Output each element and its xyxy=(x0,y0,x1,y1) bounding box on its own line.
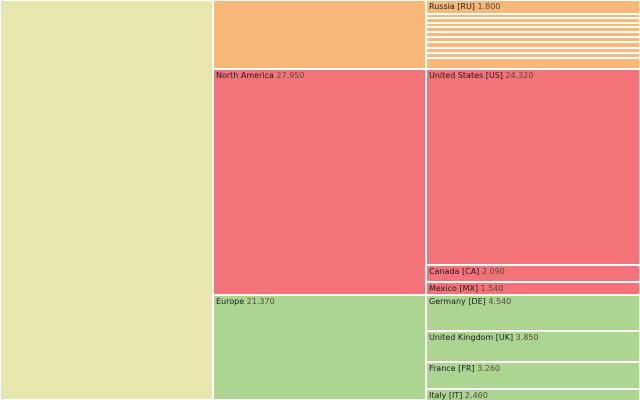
leaf-label-north-america-1-value: 2.090 xyxy=(479,267,504,276)
leaf-cell-top-4[interactable] xyxy=(426,27,640,32)
leaf-label-europe-1: United Kingdom [UK] 3.850 xyxy=(429,333,539,342)
leaf-label-north-america-0-name: United States [US] xyxy=(429,71,503,80)
group-cell-top[interactable] xyxy=(213,0,426,69)
leaf-label-north-america-2-name: Mexico [MX] xyxy=(429,284,478,293)
leaf-cell-north-america-0[interactable] xyxy=(426,69,640,265)
leaf-cell-top-7[interactable] xyxy=(426,42,640,48)
group-label-north-america-value: 27.950 xyxy=(274,71,305,80)
group-cell-north-america[interactable] xyxy=(213,69,426,295)
leaf-label-north-america-1-name: Canada [CA] xyxy=(429,267,479,276)
leaf-cell-top-8[interactable] xyxy=(426,48,640,53)
leaf-label-europe-2: France [FR] 3.260 xyxy=(429,364,500,373)
leaf-label-europe-2-name: France [FR] xyxy=(429,364,475,373)
leaf-label-top-0-name: Russia [RU] xyxy=(429,2,475,11)
leaf-label-europe-1-name: United Kingdom [UK] xyxy=(429,333,513,342)
leaf-cell-top-5[interactable] xyxy=(426,32,640,37)
leaf-label-europe-3-value: 2.460 xyxy=(462,391,487,400)
leaf-label-top-0: Russia [RU] 1.800 xyxy=(429,2,500,11)
leaf-label-europe-0-value: 4.540 xyxy=(486,297,511,306)
leaf-cell-top-2[interactable] xyxy=(426,18,640,23)
leaf-label-north-america-1: Canada [CA] 2.090 xyxy=(429,267,505,276)
group-label-europe-name: Europe xyxy=(216,297,244,306)
group-label-north-america-name: North America xyxy=(216,71,274,80)
leaf-label-europe-3-name: Italy [IT] xyxy=(429,391,462,400)
leaf-cell-top-1[interactable] xyxy=(426,14,640,18)
leaf-cell-top-10[interactable] xyxy=(426,58,640,69)
leaf-label-europe-1-value: 3.850 xyxy=(513,333,538,342)
group-label-north-america: North America 27.950 xyxy=(216,71,304,80)
leaf-label-north-america-2: Mexico [MX] 1.540 xyxy=(429,284,504,293)
group-cell-europe[interactable] xyxy=(213,295,426,400)
leaf-label-north-america-0-value: 24.320 xyxy=(503,71,534,80)
leaf-label-europe-0: Germany [DE] 4.540 xyxy=(429,297,511,306)
leaf-cell-top-6[interactable] xyxy=(426,37,640,42)
treemap-root-cell[interactable] xyxy=(0,0,213,400)
leaf-cell-top-9[interactable] xyxy=(426,53,640,58)
group-label-europe: Europe 21.370 xyxy=(216,297,275,306)
leaf-label-europe-3: Italy [IT] 2.460 xyxy=(429,391,488,400)
leaf-label-europe-2-value: 3.260 xyxy=(475,364,500,373)
leaf-label-top-0-value: 1.800 xyxy=(475,2,500,11)
leaf-label-europe-0-name: Germany [DE] xyxy=(429,297,486,306)
group-label-europe-value: 21.370 xyxy=(244,297,275,306)
leaf-cell-europe-2[interactable] xyxy=(426,362,640,389)
leaf-label-north-america-2-value: 1.540 xyxy=(478,284,503,293)
leaf-cell-top-3[interactable] xyxy=(426,23,640,27)
leaf-label-north-america-0: United States [US] 24.320 xyxy=(429,71,533,80)
leaf-cell-europe-1[interactable] xyxy=(426,331,640,362)
